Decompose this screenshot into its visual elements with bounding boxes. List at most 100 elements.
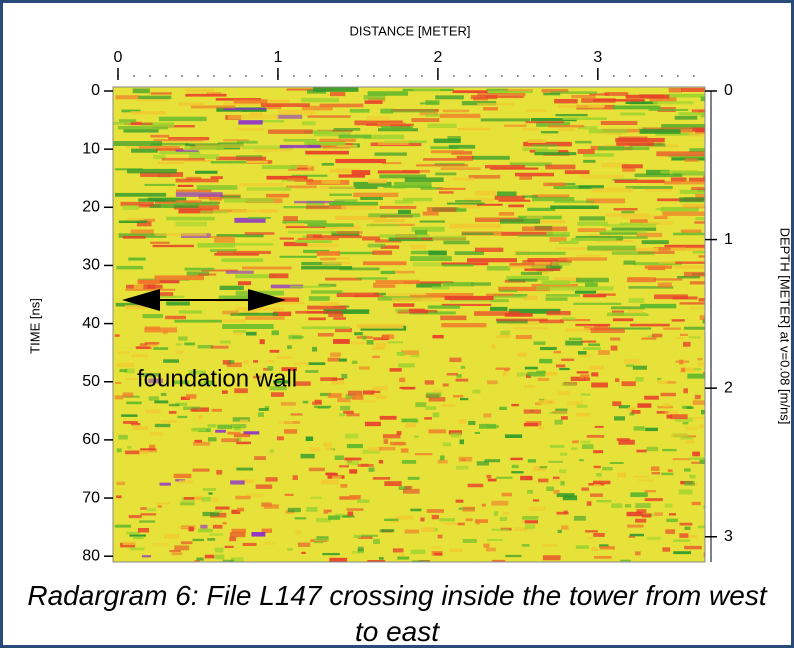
texture-stripe — [426, 392, 442, 397]
texture-stripe — [140, 172, 184, 177]
texture-stripe — [295, 310, 343, 314]
texture-stripe — [626, 511, 643, 517]
texture-stripe — [216, 250, 235, 254]
texture-stripe — [527, 139, 547, 144]
texture-stripe — [575, 413, 590, 417]
texture-stripe — [583, 377, 591, 381]
texture-stripe — [428, 250, 447, 256]
texture-stripe — [640, 303, 677, 309]
texture-stripe — [522, 260, 572, 263]
texture-stripe — [372, 250, 393, 255]
texture-stripe — [420, 517, 425, 522]
texture-stripe — [113, 141, 162, 146]
texture-stripe — [425, 292, 474, 298]
texture-stripe — [532, 194, 570, 199]
texture-stripe — [596, 472, 602, 477]
texture-stripe — [116, 448, 122, 453]
texture-stripe — [145, 409, 161, 414]
texture-stripe — [193, 441, 210, 446]
texture-stripe — [245, 331, 257, 336]
texture-stripe — [396, 351, 405, 356]
texture-stripe — [500, 330, 511, 335]
texture-stripe — [153, 154, 166, 160]
texture-stripe — [356, 323, 404, 329]
texture-stripe — [234, 388, 248, 394]
texture-stripe — [602, 467, 613, 471]
texture-stripe — [210, 160, 247, 164]
texture-stripe — [596, 239, 634, 243]
texture-stripe — [124, 368, 135, 374]
texture-stripe — [195, 144, 245, 149]
texture-stripe — [680, 367, 686, 373]
texture-stripe — [223, 139, 249, 142]
texture-stripe — [118, 434, 128, 440]
texture-stripe — [372, 346, 386, 350]
texture-stripe — [498, 286, 551, 292]
texture-stripe — [266, 104, 282, 110]
texture-stripe — [456, 155, 474, 159]
texture-stripe — [372, 539, 380, 545]
texture-stripe — [212, 524, 223, 529]
texture-stripe — [538, 399, 555, 405]
texture-stripe — [533, 466, 546, 471]
texture-stripe — [155, 502, 170, 505]
y-tick-label: 20 — [82, 199, 100, 216]
texture-stripe — [398, 209, 411, 215]
texture-stripe — [287, 230, 338, 234]
texture-stripe — [402, 197, 433, 202]
texture-stripe — [136, 221, 152, 227]
minor-tick — [405, 75, 407, 77]
texture-stripe — [586, 501, 592, 506]
texture-stripe — [674, 417, 693, 422]
texture-stripe — [358, 366, 370, 370]
minor-tick — [564, 75, 567, 77]
texture-stripe — [500, 219, 541, 224]
texture-stripe — [178, 102, 205, 106]
texture-stripe — [214, 547, 224, 553]
texture-stripe — [426, 395, 440, 398]
texture-stripe — [185, 93, 227, 97]
texture-stripe — [125, 378, 139, 381]
texture-stripe — [679, 189, 705, 194]
texture-stripe — [666, 518, 678, 523]
texture-stripe — [411, 226, 445, 232]
texture-stripe — [499, 516, 508, 521]
texture-stripe — [628, 310, 643, 314]
texture-stripe — [334, 199, 358, 205]
texture-stripe — [664, 244, 705, 249]
texture-stripe — [149, 431, 164, 436]
texture-stripe — [280, 402, 296, 406]
texture-stripe — [325, 447, 334, 451]
texture-stripe — [523, 409, 542, 414]
minor-tick — [468, 75, 471, 77]
texture-stripe — [558, 240, 579, 245]
x-tick-label: 3 — [593, 49, 602, 66]
texture-stripe — [467, 258, 517, 263]
texture-stripe — [558, 257, 608, 261]
texture-stripe — [241, 266, 292, 270]
texture-stripe — [570, 376, 586, 382]
texture-stripe — [610, 337, 621, 341]
texture-stripe — [130, 422, 141, 426]
texture-stripe — [389, 368, 402, 372]
texture-stripe — [575, 323, 611, 327]
texture-stripe — [612, 401, 622, 407]
texture-stripe — [387, 341, 404, 344]
texture-stripe — [301, 326, 351, 330]
texture-stripe — [477, 93, 526, 97]
texture-stripe — [303, 130, 332, 134]
texture-stripe — [285, 223, 305, 229]
texture-stripe — [183, 406, 201, 410]
texture-stripe — [260, 103, 310, 107]
texture-stripe — [535, 286, 583, 291]
texture-stripe — [168, 410, 177, 414]
texture-stripe — [318, 283, 337, 287]
texture-stripe — [192, 468, 210, 472]
texture-stripe — [127, 446, 132, 449]
texture-stripe — [531, 220, 566, 224]
texture-stripe — [437, 187, 466, 190]
texture-stripe — [442, 109, 470, 113]
texture-stripe — [381, 162, 402, 165]
texture-stripe — [523, 384, 536, 388]
texture-stripe — [590, 328, 625, 334]
